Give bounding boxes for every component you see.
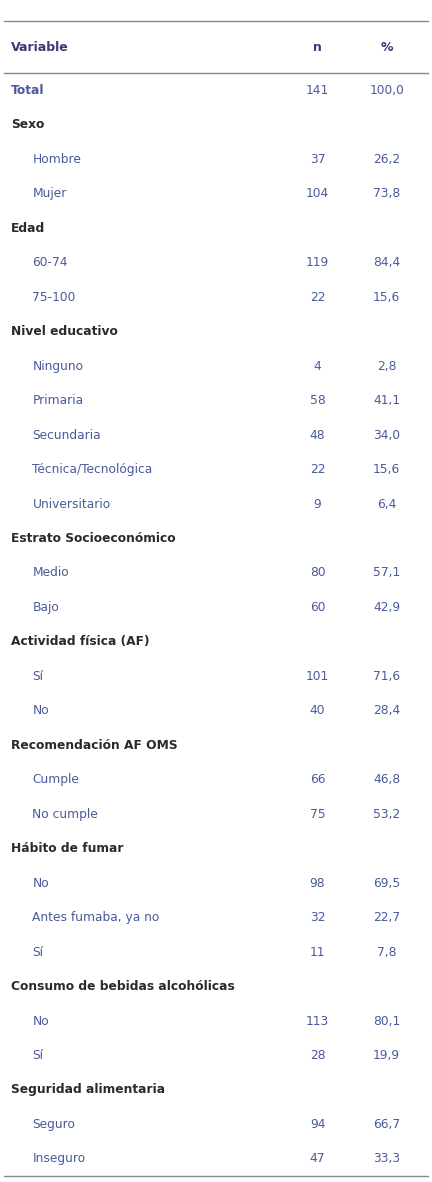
Text: No cumple: No cumple — [32, 807, 98, 820]
Text: 80: 80 — [310, 566, 325, 579]
Text: 73,8: 73,8 — [373, 188, 400, 201]
Text: Nivel educativo: Nivel educativo — [11, 325, 118, 338]
Text: 119: 119 — [306, 256, 329, 269]
Text: 42,9: 42,9 — [373, 600, 400, 613]
Text: 58: 58 — [310, 394, 325, 407]
Text: 75: 75 — [310, 807, 325, 820]
Text: 6,4: 6,4 — [377, 498, 396, 511]
Text: Sí: Sí — [32, 1048, 43, 1061]
Text: 22: 22 — [310, 463, 325, 476]
Text: Seguro: Seguro — [32, 1118, 76, 1131]
Text: 26,2: 26,2 — [373, 152, 400, 165]
Text: 2,8: 2,8 — [377, 359, 397, 372]
Text: 19,9: 19,9 — [373, 1048, 400, 1061]
Text: 104: 104 — [306, 188, 329, 201]
Text: Consumo de bebidas alcohólicas: Consumo de bebidas alcohólicas — [11, 980, 235, 993]
Text: 11: 11 — [310, 946, 325, 959]
Text: Antes fumaba, ya no: Antes fumaba, ya no — [32, 911, 160, 924]
Text: 48: 48 — [310, 429, 325, 442]
Text: Edad: Edad — [11, 222, 45, 235]
Text: 46,8: 46,8 — [373, 773, 400, 786]
Text: 71,6: 71,6 — [373, 670, 400, 683]
Text: 60: 60 — [310, 600, 325, 613]
Text: Secundaria: Secundaria — [32, 429, 101, 442]
Text: 33,3: 33,3 — [373, 1152, 400, 1165]
Text: Inseguro: Inseguro — [32, 1152, 86, 1165]
Text: No: No — [32, 1014, 49, 1027]
Text: 28,4: 28,4 — [373, 704, 400, 717]
Text: 53,2: 53,2 — [373, 807, 400, 820]
Text: 32: 32 — [310, 911, 325, 924]
Text: Estrato Socioeconómico: Estrato Socioeconómico — [11, 532, 175, 545]
Text: 141: 141 — [306, 84, 329, 97]
Text: Técnica/Tecnológica: Técnica/Tecnológica — [32, 463, 152, 476]
Text: Mujer: Mujer — [32, 188, 67, 201]
Text: Total: Total — [11, 84, 44, 97]
Text: Primaria: Primaria — [32, 394, 83, 407]
Text: %: % — [381, 41, 393, 53]
Text: 66: 66 — [310, 773, 325, 786]
Text: 9: 9 — [314, 498, 321, 511]
Text: n: n — [313, 41, 322, 53]
Text: Recomendación AF OMS: Recomendación AF OMS — [11, 739, 178, 752]
Text: Hábito de fumar: Hábito de fumar — [11, 843, 123, 856]
Text: 15,6: 15,6 — [373, 463, 400, 476]
Text: 22,7: 22,7 — [373, 911, 400, 924]
Text: Cumple: Cumple — [32, 773, 79, 786]
Text: 113: 113 — [306, 1014, 329, 1027]
Text: Seguridad alimentaria: Seguridad alimentaria — [11, 1084, 165, 1097]
Text: Variable: Variable — [11, 41, 69, 53]
Text: 15,6: 15,6 — [373, 291, 400, 304]
Text: 37: 37 — [310, 152, 325, 165]
Text: 66,7: 66,7 — [373, 1118, 400, 1131]
Text: Bajo: Bajo — [32, 600, 59, 613]
Text: 100,0: 100,0 — [369, 84, 404, 97]
Text: 60-74: 60-74 — [32, 256, 68, 269]
Text: Sí: Sí — [32, 946, 43, 959]
Text: 57,1: 57,1 — [373, 566, 400, 579]
Text: Ninguno: Ninguno — [32, 359, 83, 372]
Text: 28: 28 — [310, 1048, 325, 1061]
Text: Sexo: Sexo — [11, 118, 44, 131]
Text: 4: 4 — [314, 359, 321, 372]
Text: 101: 101 — [306, 670, 329, 683]
Text: Actividad física (AF): Actividad física (AF) — [11, 636, 149, 649]
Text: Medio: Medio — [32, 566, 69, 579]
Text: 94: 94 — [310, 1118, 325, 1131]
Text: No: No — [32, 877, 49, 890]
Text: 34,0: 34,0 — [373, 429, 400, 442]
Text: 7,8: 7,8 — [377, 946, 397, 959]
Text: 47: 47 — [310, 1152, 325, 1165]
Text: 22: 22 — [310, 291, 325, 304]
Text: 75-100: 75-100 — [32, 291, 76, 304]
Text: Sí: Sí — [32, 670, 43, 683]
Text: 84,4: 84,4 — [373, 256, 400, 269]
Text: 80,1: 80,1 — [373, 1014, 400, 1027]
Text: Universitario: Universitario — [32, 498, 111, 511]
Text: 69,5: 69,5 — [373, 877, 400, 890]
Text: 40: 40 — [310, 704, 325, 717]
Text: 98: 98 — [310, 877, 325, 890]
Text: 41,1: 41,1 — [373, 394, 400, 407]
Text: Hombre: Hombre — [32, 152, 81, 165]
Text: No: No — [32, 704, 49, 717]
